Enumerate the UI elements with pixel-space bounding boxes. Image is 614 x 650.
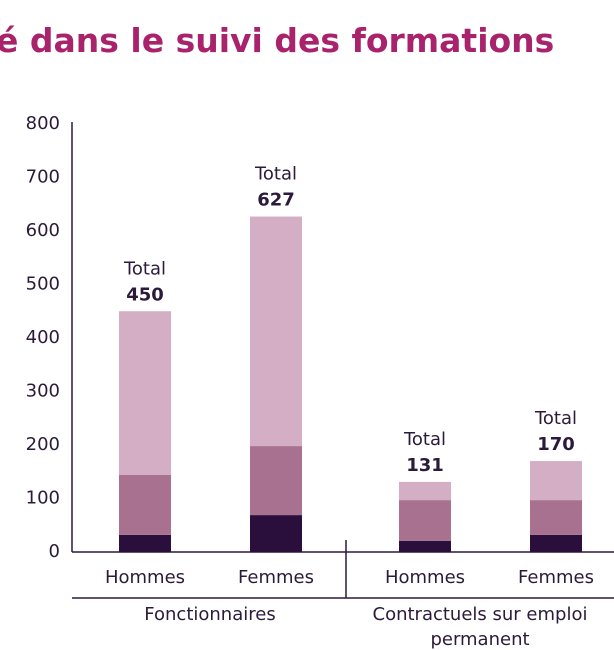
total-label: Total (403, 429, 446, 450)
y-tick-label: 800 (26, 113, 60, 134)
bar-segment (399, 500, 451, 541)
bar-segment (250, 216, 302, 447)
y-tick-label: 600 (26, 220, 60, 241)
bar-segment (119, 311, 171, 475)
x-tick-label: Femmes (238, 567, 314, 588)
total-value: 627 (257, 190, 295, 211)
group-label: Contractuels sur emploi (373, 604, 588, 625)
total-label: Total (254, 164, 297, 185)
bar-segment (530, 500, 582, 535)
x-tick-label: Hommes (385, 567, 465, 588)
bar-segment (119, 474, 171, 535)
total-value: 170 (537, 434, 575, 455)
group-label: permanent (430, 629, 529, 650)
group-label: Fonctionnaires (144, 604, 275, 625)
y-tick-label: 0 (49, 541, 60, 562)
y-tick-label: 500 (26, 274, 60, 295)
bar-segment (399, 481, 451, 501)
bar-segment (119, 534, 171, 552)
x-tick-label: Hommes (105, 567, 185, 588)
total-value: 131 (406, 455, 444, 476)
total-label: Total (534, 408, 577, 429)
total-value: 450 (126, 284, 164, 305)
y-tick-label: 400 (26, 327, 60, 348)
y-tick-label: 700 (26, 167, 60, 188)
bar-segment (399, 540, 451, 552)
x-tick-label: Femmes (518, 567, 594, 588)
y-tick-label: 300 (26, 381, 60, 402)
bar-segment (250, 515, 302, 552)
y-tick-label: 200 (26, 434, 60, 455)
bar-segment (530, 461, 582, 501)
y-tick-label: 100 (26, 488, 60, 509)
bar-segment (530, 534, 582, 552)
chart-title: é dans le suivi des formations (0, 21, 554, 60)
total-label: Total (123, 258, 166, 279)
bar-segment (250, 446, 302, 516)
